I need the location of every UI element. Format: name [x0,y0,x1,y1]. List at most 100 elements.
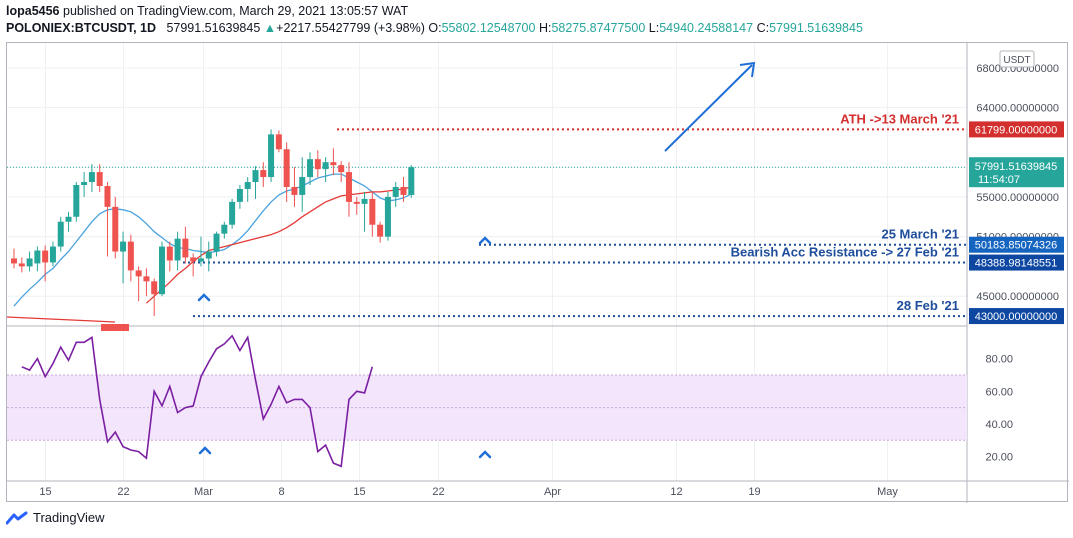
close-value: 57991.51639845 [769,21,863,35]
chevron-up-icon [197,293,211,302]
candle-body [197,258,204,262]
candle-body [104,185,111,207]
publish-text: published on TradingView.com, March 29, … [59,4,409,18]
candle-body [127,241,134,271]
candle-body [57,221,64,247]
low-label: L: [648,21,660,35]
candle-body [143,276,150,282]
price-axis-tick: 68000.00000000 [976,63,1059,75]
rsi-axis-tick: 40.00 [985,419,1013,431]
rsi-axis-tick: 60.00 [985,386,1013,398]
candle-body [96,172,103,186]
candle-body [120,241,127,252]
candle-body [291,186,298,195]
current-price-tag-text: 57991.51639845 [975,161,1058,173]
candle-body [275,134,282,150]
time-axis-tick: 15 [353,486,365,498]
candle-body [377,224,384,237]
time-axis-tick: 22 [432,486,444,498]
slow-moving-average-line [145,186,412,304]
chart-canvas[interactable]: ATH ->13 March '21 25 March '21 Bearish Ac… [7,43,1069,503]
candle-body [392,186,399,197]
candle-body [369,198,376,225]
candle-body [314,159,321,170]
open-value: 55802.12548700 [441,21,536,35]
ath-price-tag-text: 61799.00000000 [975,124,1058,136]
candle-body [236,188,243,202]
rsi-line [21,334,374,468]
candle-body [408,167,415,195]
time-axis-tick: 15 [39,486,51,498]
annotation-label: 28 Feb '21 [897,298,959,313]
candle-body [42,250,49,263]
candle-body [400,186,407,195]
candle-body [299,177,306,195]
price-overflow-marker [101,324,129,331]
candle-body [213,233,220,252]
ohlc-legend: POLONIEX:BTCUSDT, 1D 57991.51639845 ▲+22… [6,21,863,35]
candle-body [353,201,360,204]
candle-body [244,182,251,189]
march25-price-tag [969,236,1064,253]
candle-body [205,251,212,259]
candle-body [345,172,352,202]
candle-body [229,201,236,225]
footer-brand[interactable]: TradingView [33,510,105,525]
candle-body [88,172,95,183]
time-axis-tick: 12 [670,486,682,498]
candle-body [283,149,290,187]
publisher-name[interactable]: lopa5456 [6,4,60,18]
rsi-axis-tick: 80.00 [985,354,1013,366]
candle-body [34,250,41,264]
annotation-label: Bearish Acc Resistance -> 27 Feb '21 [731,245,959,260]
chevron-up-icon [478,236,492,245]
feb28-price-tag-text: 43000.00000000 [975,311,1058,323]
candle-body [135,270,142,277]
current-price-tag [969,157,1064,188]
candle-body [18,263,25,267]
candle-body [190,257,197,262]
price-axis-tick: 64000.00000000 [976,103,1059,115]
candle-body [73,184,80,217]
candle-body [11,258,17,264]
candle-body [338,165,345,173]
candle-body [268,134,275,178]
high-value: 58275.87477500 [551,21,646,35]
rsi-axis-tick: 20.00 [985,452,1013,464]
chevron-up-icon [198,446,212,455]
projection-arrow-head [739,61,756,78]
resistance-price-tag-text: 48388.98148551 [975,258,1058,270]
up-triangle-icon: ▲ [263,21,277,35]
chevron-up-icon [478,450,492,459]
countdown-timer: 11:54:07 [978,174,1020,186]
candle-body [330,162,337,166]
low-value: 54940.24588147 [659,21,754,35]
candle-body [26,258,33,267]
candle-body [174,238,181,261]
ath-price-tag [969,121,1064,138]
price-axis-tick: 45000.00000000 [976,291,1059,303]
chart-frame[interactable]: ATH ->13 March '21 25 March '21 Bearish Ac… [6,42,1069,503]
candle-body [182,238,189,258]
candle-body [151,281,158,295]
time-axis-tick: 19 [748,486,760,498]
time-axis-tick: 22 [117,486,129,498]
feb28-price-tag [969,308,1064,325]
candle-body [221,224,228,234]
candle-body [322,162,329,170]
footer: TradingView [6,510,105,525]
publish-info: lopa5456 published on TradingView.com, M… [6,4,408,18]
projection-arrow-line [664,64,753,152]
candle-body [65,216,72,222]
time-axis-tick: Mar [194,486,213,498]
candle-body [361,198,368,204]
last-price: 57991.51639845 [166,21,261,35]
tradingview-logo-icon [6,511,28,524]
currency-badge-label: USDT [1003,55,1030,66]
fast-moving-average-line [13,173,412,307]
candle-body [166,246,173,261]
price-axis-tick: 55000.00000000 [976,192,1059,204]
annotation-label: 25 March '21 [881,227,959,242]
march25-price-tag-text: 50183.85074326 [975,240,1058,252]
candle-body [252,170,259,183]
